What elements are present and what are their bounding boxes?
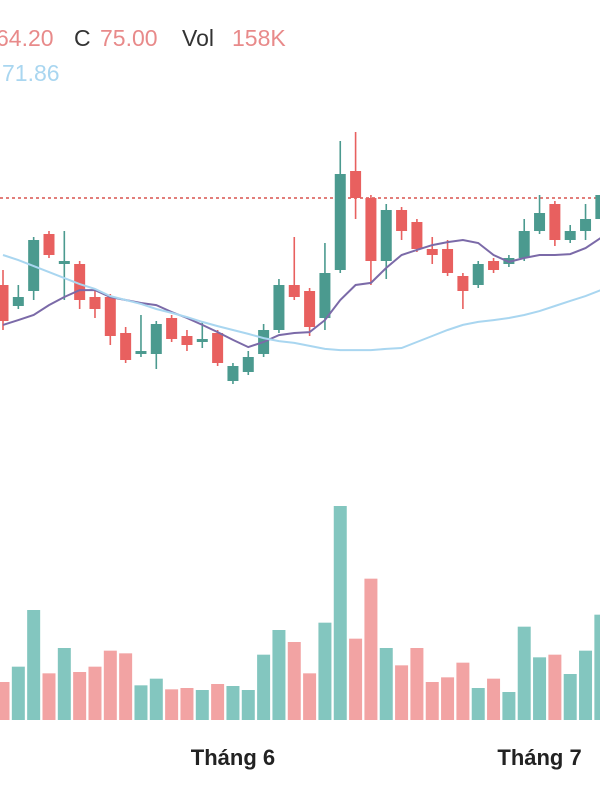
candle-body [549, 204, 561, 240]
volume-bar [563, 674, 577, 720]
header-key: C [74, 25, 91, 51]
volume-bar [287, 642, 301, 720]
volume-bar [441, 677, 455, 720]
volume-bar [333, 506, 347, 720]
volume-bar [517, 626, 531, 720]
candle-body [43, 234, 55, 255]
volume-bar [195, 690, 209, 720]
candle-body [227, 366, 239, 381]
volume-bar [57, 648, 71, 720]
volume-bar [471, 688, 485, 720]
candle-body [472, 264, 484, 285]
candle-body [442, 249, 454, 273]
header-value: 64.20 [0, 25, 54, 51]
volume-bar [395, 665, 409, 720]
candle-body [380, 210, 392, 261]
volume-bar [425, 682, 439, 720]
volume-bar [0, 682, 10, 720]
volume-bar [211, 684, 225, 720]
candle-body [74, 264, 86, 300]
candle-body [304, 291, 316, 327]
volume-bar [27, 610, 41, 720]
header-value: 158K [232, 25, 286, 51]
volume-bar [272, 630, 286, 720]
candle-body [319, 273, 331, 318]
volume-bar [548, 654, 562, 720]
candle-body [534, 213, 546, 231]
candle-body [564, 231, 576, 240]
volume-bar [303, 673, 317, 720]
candle-body [365, 198, 377, 261]
candle-body [135, 351, 147, 354]
candle-body [518, 231, 530, 258]
candle-body [457, 276, 469, 291]
candle-body [196, 339, 208, 342]
volume-bar [594, 614, 600, 720]
candle-body [396, 210, 408, 231]
volume-bar [502, 692, 516, 720]
header-value: 75.00 [100, 25, 158, 51]
candle-body [212, 333, 224, 363]
header-key: Vol [182, 25, 214, 51]
candle-body [288, 285, 300, 297]
candle-body [411, 222, 423, 249]
volume-bar [103, 650, 117, 720]
candle-body [58, 261, 70, 264]
candle-body [273, 285, 285, 330]
candle-body [12, 297, 24, 306]
candle-body [120, 333, 132, 360]
volume-bar [487, 678, 501, 720]
x-tick-label: Tháng 6 [191, 745, 275, 770]
volume-bar [88, 666, 102, 720]
volume-bar [349, 638, 363, 720]
x-tick-label: Tháng 7 [497, 745, 581, 770]
volume-bar [379, 648, 393, 720]
volume-bar [579, 650, 593, 720]
candle-body [104, 297, 116, 336]
moving-average-line [2, 237, 600, 349]
volume-bar [318, 622, 332, 720]
volume-bar [456, 662, 470, 720]
volume-bar [533, 657, 547, 720]
candle-body [150, 324, 162, 354]
candle-body [595, 195, 600, 219]
candle-body [580, 219, 592, 231]
volume-bar [226, 686, 240, 720]
volume-bar [119, 653, 133, 720]
candle-body [0, 285, 9, 321]
volume-bar [410, 648, 424, 720]
candle-body [350, 171, 362, 198]
ma-value: 71.86 [2, 60, 60, 86]
candle-body [426, 249, 438, 255]
volume-bar [149, 678, 163, 720]
volume-bar [11, 666, 25, 720]
volume-bar [241, 690, 255, 720]
moving-average-line [2, 254, 600, 352]
candle-body [488, 261, 500, 270]
volume-bar [42, 673, 56, 720]
candle-body [166, 318, 178, 339]
volume-bar [257, 654, 271, 720]
volume-bar [134, 685, 148, 720]
volume-bar [73, 672, 87, 720]
volume-bar [364, 578, 378, 720]
candle-body [242, 357, 254, 372]
volume-bar [180, 688, 194, 720]
candle-body [181, 336, 193, 345]
candle-body [89, 297, 101, 309]
candle-body [334, 174, 346, 270]
volume-bar [165, 689, 179, 720]
